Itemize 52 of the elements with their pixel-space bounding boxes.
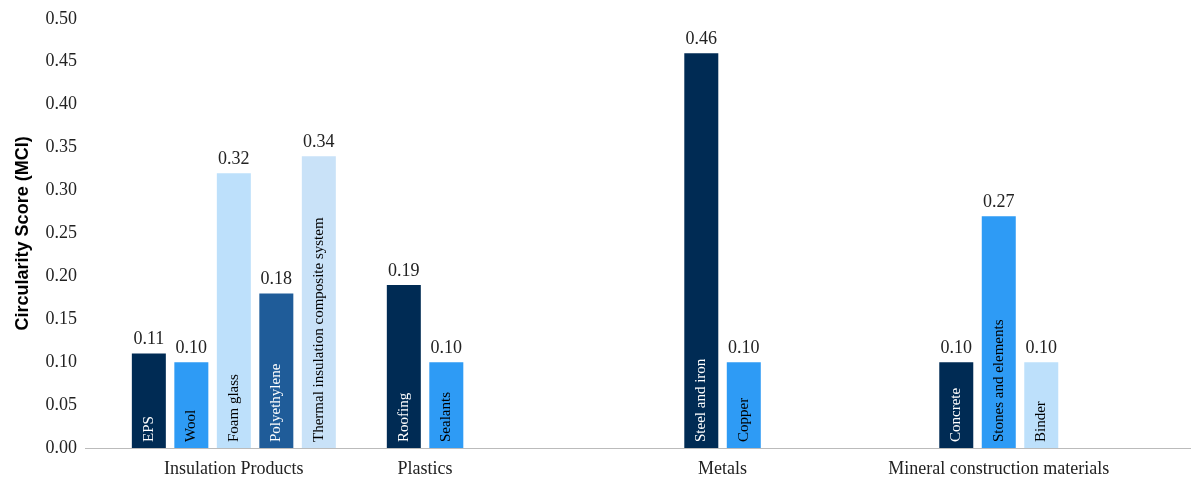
data-label: 0.19 — [388, 259, 420, 280]
text: Mineral construction materials — [888, 457, 1110, 478]
y-tick-label: 0.30 — [45, 179, 78, 200]
bar — [684, 53, 719, 448]
y-tick-label: 0.20 — [45, 265, 78, 286]
bar — [216, 173, 251, 448]
x-tick-label: Thermal insulation composite system — [309, 217, 326, 442]
x-tick-label: Polyethylene — [267, 363, 284, 442]
bar — [939, 362, 974, 448]
bar — [386, 284, 421, 448]
data-label: 0.10 — [430, 336, 463, 357]
x-tick-label: Stones and elements — [989, 319, 1006, 442]
y-tick-label: 0.05 — [45, 393, 78, 414]
y-tick-label: 0.40 — [45, 93, 78, 114]
x-tick-label: EPS — [139, 416, 156, 442]
x-tick-label: Sealants — [437, 391, 454, 442]
data-label: 0.11 — [133, 328, 165, 349]
bar — [981, 216, 1016, 448]
text: Plastics — [397, 457, 453, 478]
data-label: 0.10 — [175, 336, 208, 357]
bar — [131, 353, 166, 448]
bar — [259, 293, 294, 448]
x-tick-label: Steel and iron — [692, 358, 709, 442]
x-tick-label: Concrete — [947, 387, 964, 442]
x-tick-label: Copper — [734, 397, 751, 442]
data-label: 0.27 — [983, 190, 1015, 211]
bar — [429, 362, 464, 448]
y-tick-label: 0.45 — [45, 50, 78, 71]
y-tick-label: 0.10 — [45, 350, 78, 371]
y-tick-label: 0.00 — [45, 436, 78, 457]
data-label: 0.10 — [940, 336, 973, 357]
data-label: 0.18 — [260, 268, 293, 289]
text: Metals — [698, 457, 748, 478]
data-label: 0.32 — [218, 148, 250, 169]
bar — [174, 362, 209, 448]
x-tick-label: Wool — [182, 409, 199, 442]
y-tick-label: 0.25 — [45, 222, 78, 243]
bar — [1024, 362, 1059, 448]
bar — [726, 362, 761, 448]
x-tick-label: Binder — [1032, 401, 1049, 442]
data-label: 0.34 — [303, 130, 335, 151]
data-label: 0.46 — [685, 27, 718, 48]
text: Insulation Products — [164, 457, 304, 478]
x-tick-label: Roofing — [394, 392, 411, 442]
y-axis-title: Circularity Score (MCI) — [11, 136, 32, 331]
bar — [301, 156, 336, 448]
data-label: 0.10 — [1025, 336, 1058, 357]
y-tick-label: 0.50 — [45, 7, 78, 28]
x-tick-label: Foam glass — [224, 373, 241, 442]
y-tick-label: 0.35 — [45, 136, 78, 157]
data-label: 0.10 — [728, 336, 760, 357]
y-tick-label: 0.15 — [45, 307, 78, 328]
